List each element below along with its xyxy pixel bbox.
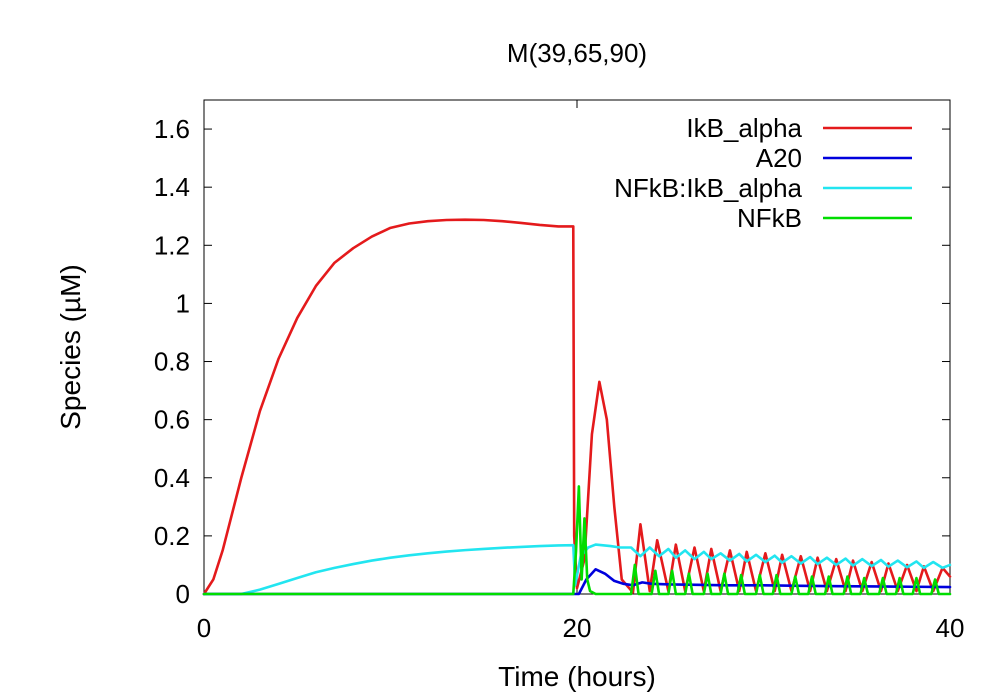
y-tick-label: 0 <box>176 579 190 609</box>
series-line-nfkb-ikb-alpha <box>202 543 952 596</box>
series-line-nfkb <box>202 485 952 596</box>
legend-label: NFkB:IkB_alpha <box>614 173 802 203</box>
legend-label: NFkB <box>737 203 802 233</box>
series-layer <box>202 218 952 596</box>
y-tick-label: 1.4 <box>154 172 190 202</box>
y-tick-label: 0.4 <box>154 463 190 493</box>
axis-ticks: 0 0.2 0.4 0.6 0.8 1 1.2 1.4 1.6 0 20 40 <box>154 100 965 643</box>
chart-title: M(39,65,90) <box>507 38 647 68</box>
y-tick-label: 0.6 <box>154 405 190 435</box>
y-tick-label: 1.6 <box>154 114 190 144</box>
x-axis-label: Time (hours) <box>498 661 656 692</box>
x-tick-label: 20 <box>563 613 592 643</box>
legend-label: IkB_alpha <box>686 113 802 143</box>
y-tick-label: 0.8 <box>154 347 190 377</box>
x-tick-label: 0 <box>197 613 211 643</box>
y-axis-label: Species (µM) <box>55 264 86 430</box>
legend-label: A20 <box>756 143 802 173</box>
y-tick-label: 1.2 <box>154 230 190 260</box>
y-tick-label: 1 <box>176 288 190 318</box>
y-tick-label: 0.2 <box>154 521 190 551</box>
x-tick-label: 40 <box>936 613 965 643</box>
